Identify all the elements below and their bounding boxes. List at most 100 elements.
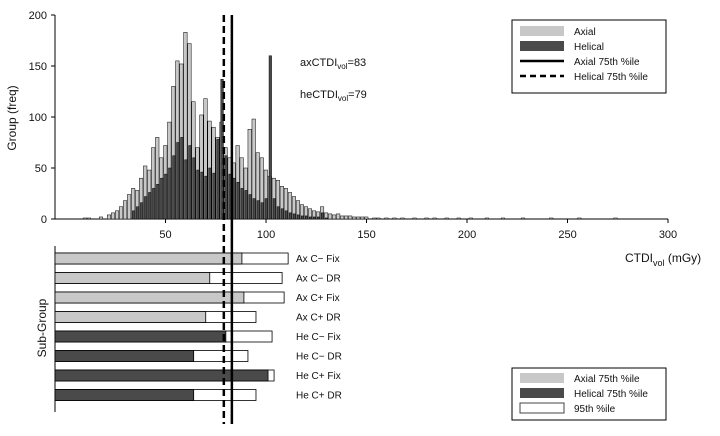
helical-hist-bar xyxy=(132,210,136,220)
axial-ctdi-annotation: axCTDIvol=83 xyxy=(300,57,366,71)
helical-hist-bar xyxy=(148,192,152,220)
histogram-x-label: CTDIvol (mGy) xyxy=(625,251,701,268)
axial-hist-bar xyxy=(456,217,461,220)
p75-bar xyxy=(54,369,269,382)
p75-bar xyxy=(54,389,195,401)
axial-hist-bar xyxy=(82,217,87,220)
p75-bar xyxy=(54,291,245,304)
x-tick-label: 200 xyxy=(458,229,476,241)
axial-hist-bar xyxy=(549,217,554,220)
helical-hist-bar xyxy=(204,175,208,220)
x-tick-label: 250 xyxy=(558,229,576,241)
subgroup-label: Ax C+ Fix xyxy=(296,293,340,304)
axial-hist-bar xyxy=(372,217,377,220)
helical-hist-bar xyxy=(296,214,300,220)
axial-hist-bar xyxy=(352,216,357,220)
axial-hist-bar xyxy=(98,216,103,220)
subgroup-label: He C+ Fix xyxy=(296,371,341,382)
axial-hist-bar xyxy=(111,212,116,220)
helical-hist-bar xyxy=(216,139,220,220)
helical-hist-bar xyxy=(140,202,144,220)
helical-hist-bar xyxy=(168,167,172,220)
axial-hist-bar xyxy=(356,216,361,220)
axial-hist-bar xyxy=(432,217,437,220)
axial-hist-bar xyxy=(119,206,124,220)
axial-hist-bar xyxy=(123,200,128,220)
axial-hist-bar xyxy=(400,217,405,220)
axial-hist-bar xyxy=(332,214,337,220)
helical-hist-bar xyxy=(244,190,248,220)
p75-bar xyxy=(54,252,243,265)
helical-hist-bar xyxy=(317,216,321,220)
histogram-y-label: Group (freq) xyxy=(5,85,19,150)
legend-helical-75-swatch xyxy=(520,388,564,398)
p75-bar xyxy=(54,350,195,362)
helical-hist-bar xyxy=(196,169,200,220)
subgroup-label: Ax C− Fix xyxy=(296,254,340,265)
x-tick-label: 100 xyxy=(257,229,275,241)
x-tick-label: 150 xyxy=(357,229,375,241)
helical-hist-bar xyxy=(308,216,313,220)
axial-hist-bar xyxy=(115,210,120,220)
helical-hist-bar xyxy=(292,213,296,220)
helical-hist-bar xyxy=(268,55,272,220)
legend-helical-label: Helical xyxy=(574,42,604,53)
axial-hist-bar xyxy=(484,217,489,220)
p75-bar xyxy=(54,272,211,284)
helical-hist-bar xyxy=(136,206,140,220)
helical-hist-bar xyxy=(256,200,260,220)
helical-hist-bar xyxy=(212,172,216,220)
helical-hist-bar xyxy=(264,198,268,220)
histogram-chart: Group (freq) 0 50 100 150 200 50 100 150 200 250… xyxy=(5,10,701,268)
axial-hist-bar xyxy=(107,214,112,220)
axial-hist-bar xyxy=(344,215,349,220)
axial-hist-bar xyxy=(412,217,417,220)
y-tick-label: 50 xyxy=(35,163,47,175)
axial-hist-bar xyxy=(360,216,365,220)
axial-hist-bar xyxy=(392,217,397,220)
helical-hist-bar xyxy=(260,202,264,220)
y-tick-label: 150 xyxy=(29,61,47,73)
legend-sub-helical-75-label: Helical 75th %ile xyxy=(574,389,648,400)
axial-hist-bar xyxy=(364,216,369,220)
subgroup-label: He C− Fix xyxy=(296,332,341,343)
helical-hist-bar xyxy=(248,194,252,220)
helical-hist-bar xyxy=(208,167,212,220)
subgroup-label: Ax C− DR xyxy=(296,274,341,285)
p75-bar xyxy=(54,330,227,343)
axial-hist-bar xyxy=(521,217,526,220)
helical-hist-bar xyxy=(240,188,244,220)
legend-helical-75-label: Helical 75th %ile xyxy=(574,72,648,83)
legend-axial-75-label: Axial 75th %ile xyxy=(574,57,640,68)
helical-hist-bar xyxy=(276,206,280,220)
helical-hist-bar xyxy=(300,215,304,220)
legend-helical-swatch xyxy=(520,41,564,51)
helical-hist-bar xyxy=(184,159,188,220)
subgroup-label: He C− DR xyxy=(296,352,342,363)
x-tick-label: 50 xyxy=(159,229,171,241)
axial-hist-bar xyxy=(86,217,91,220)
legend-axial-swatch xyxy=(520,26,564,36)
helical-hist-bar xyxy=(288,212,292,220)
axial-hist-bar xyxy=(328,213,333,220)
p75-bar xyxy=(54,311,207,323)
helical-hist-bar xyxy=(252,198,256,220)
helical-hist-bar xyxy=(272,198,276,220)
subgroup-legend: Axial 75th %ile Helical 75th %ile 95th %… xyxy=(511,367,667,421)
axial-hist-bar xyxy=(376,217,381,220)
axial-hist-bar xyxy=(468,217,473,220)
helical-hist-bar xyxy=(236,182,240,220)
axial-hist-bar xyxy=(444,217,449,220)
axial-hist-bar xyxy=(340,215,345,220)
legend-95th-swatch xyxy=(519,402,565,414)
axial-hist-bar xyxy=(424,217,429,220)
legend-95th-label: 95th %ile xyxy=(574,404,616,415)
helical-hist-bar xyxy=(232,177,236,220)
helical-hist-bar xyxy=(192,157,196,220)
helical-hist-bar xyxy=(325,217,329,220)
helical-hist-bar xyxy=(152,188,156,220)
helical-hist-bar xyxy=(280,208,284,220)
helical-hist-bar xyxy=(144,196,148,220)
legend-axial-label: Axial xyxy=(574,27,596,38)
